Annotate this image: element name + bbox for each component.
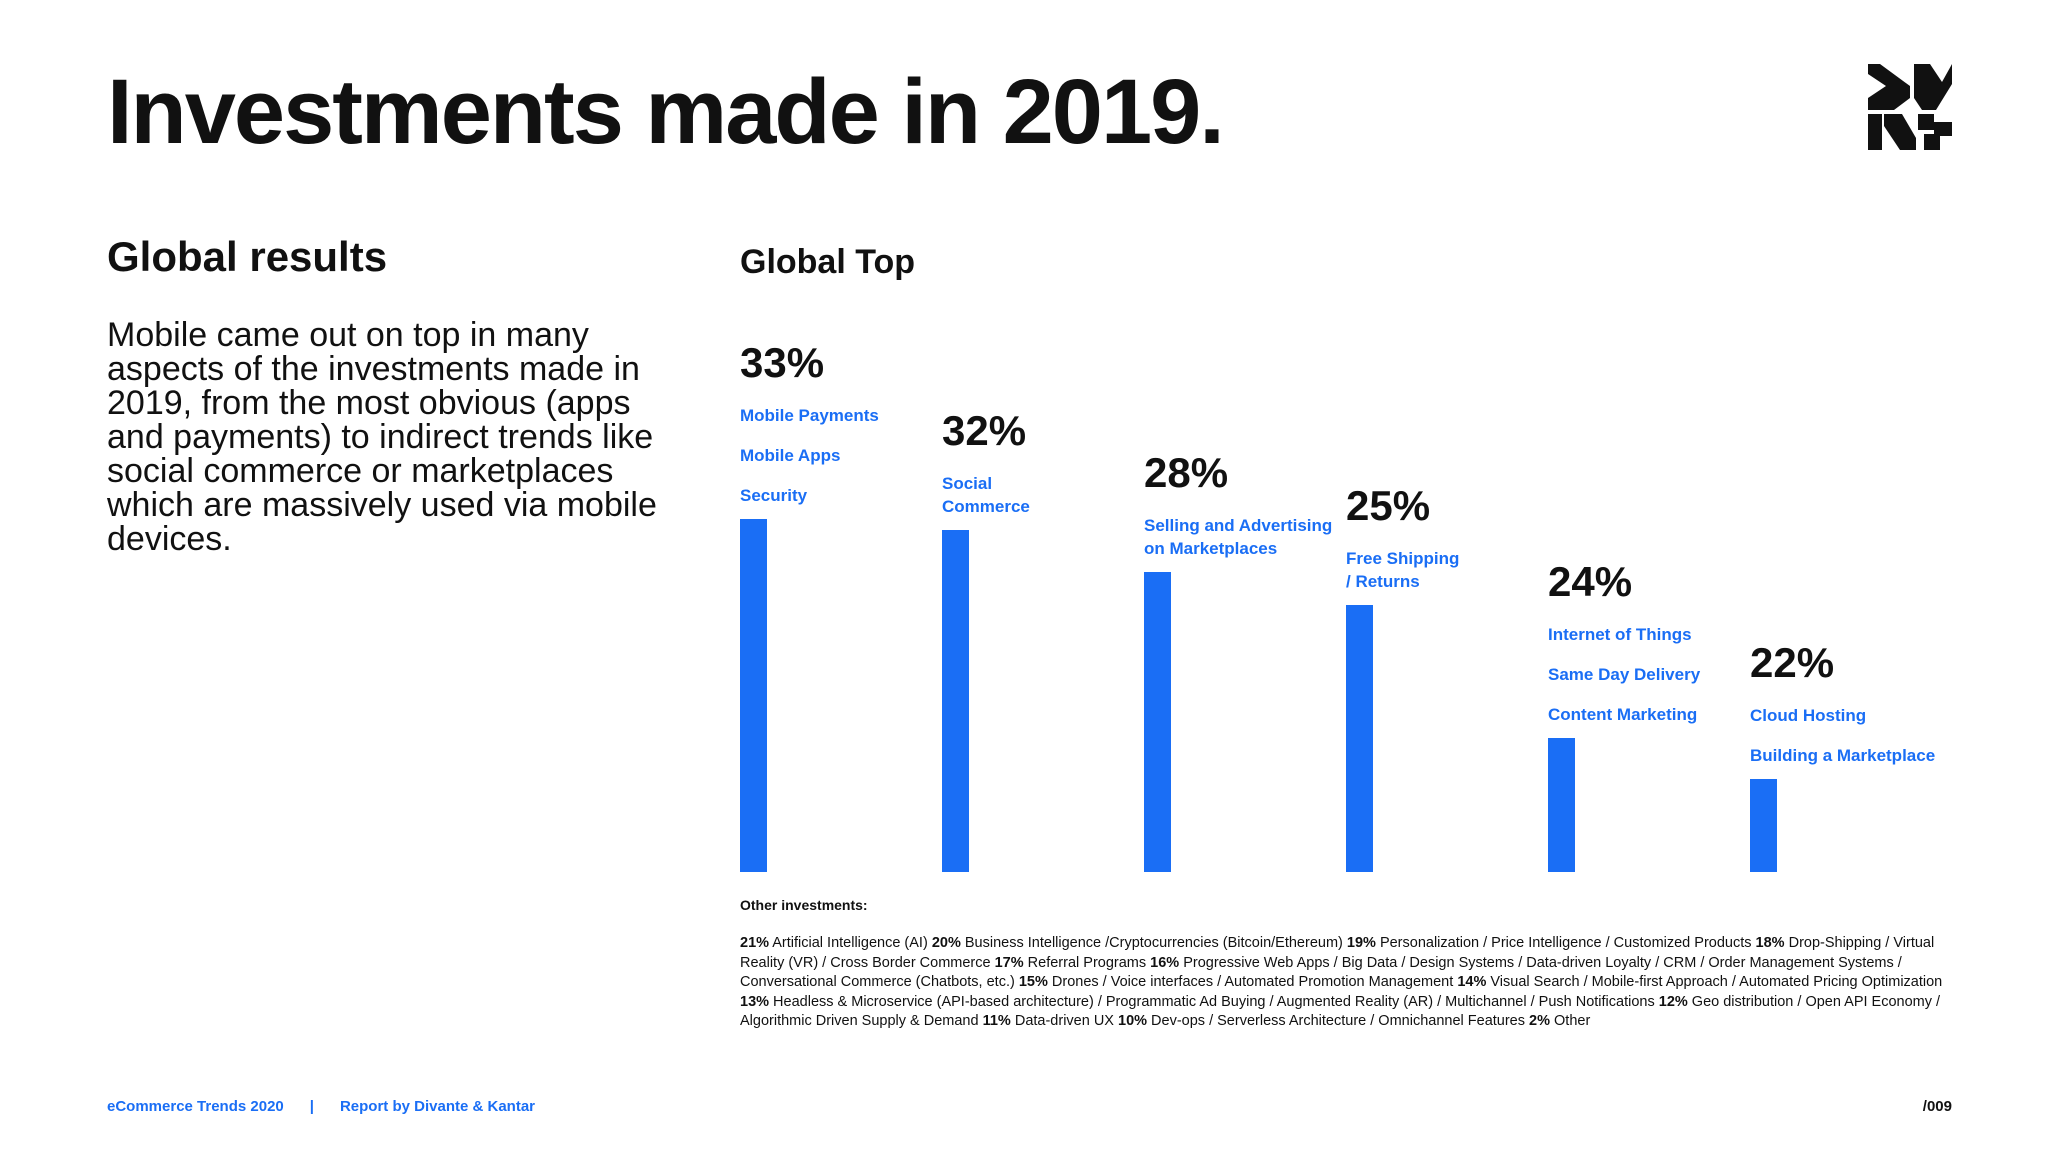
other-investment-item: 14% Visual Search / Mobile-first Approac… — [1457, 974, 1943, 991]
bar-5-category-3: Content Marketing — [1548, 705, 1698, 724]
section-heading: Global results — [107, 233, 388, 280]
other-investment-item: 2% Other — [1529, 1013, 1591, 1030]
other-investment-item: 16% Progressive Web Apps / Big Data / De… — [740, 954, 1902, 991]
intro-paragraph: Mobile came out on top in many aspects o… — [107, 316, 657, 558]
footer-author: Report by Divante & Kantar — [339, 1098, 536, 1115]
other-investments-list: 21% Artificial Intelligence (AI) 20% Bus… — [740, 934, 1960, 1032]
other-investment-item: 13% Headless & Microservice (API-based a… — [740, 993, 1659, 1010]
bar-1-category-1: Mobile Payments — [740, 406, 879, 425]
bar-6-category-1: Cloud Hosting — [1750, 706, 1867, 725]
footer-separator: | — [309, 1098, 314, 1115]
bar-6-category-2: Building a Marketplace — [1750, 746, 1936, 765]
bar-2-category-1: Social Commerce — [942, 474, 1030, 516]
bar-6 — [1750, 779, 1777, 872]
other-investment-item: 20% Business Intelligence /Cryptocurrenc… — [931, 935, 1347, 951]
footer-report-title: eCommerce Trends 2020 — [107, 1098, 284, 1115]
brand-logo-icon — [1868, 64, 1952, 150]
bar-5-category-2: Same Day Delivery — [1548, 665, 1701, 684]
other-investment-item: 19% Personalization / Price Intelligence… — [1346, 935, 1756, 951]
bar-6-value-label: 22% — [1750, 639, 1835, 686]
other-investment-item: 12% Geo distribution / Open API Economy … — [740, 993, 1941, 1030]
other-investments-heading: Other investments: — [740, 897, 868, 913]
bar-4 — [1346, 605, 1373, 872]
bar-3-category-1: Selling and Advertising on Marketplaces — [1144, 516, 1333, 558]
other-investment-item: 11% Data-driven UX — [982, 1013, 1118, 1030]
page-title: Investments made in 2019. — [107, 61, 1225, 163]
bar-5 — [1548, 738, 1575, 872]
bar-3-value-label: 28% — [1144, 449, 1229, 496]
footer-credits: eCommerce Trends 2020 | Report by Divante … — [107, 1098, 535, 1115]
bar-1-category-2: Mobile Apps — [740, 446, 841, 465]
page-number: /009 — [1922, 1098, 1952, 1115]
other-investment-item: 15% Drones / Voice interfaces / Automate… — [1018, 974, 1458, 991]
bar-3 — [1144, 572, 1171, 872]
other-investment-item: 17% Referral Programs — [994, 954, 1151, 971]
other-investment-item: 10% Dev-ops / Serverless Architecture / … — [1118, 1013, 1530, 1030]
bar-1 — [740, 519, 767, 872]
bar-1-value-label: 33% — [740, 339, 825, 386]
other-investment-item: 21% Artificial Intelligence (AI) — [740, 935, 932, 951]
chart-title: Global Top — [740, 243, 916, 281]
bar-5-category-1: Internet of Things — [1548, 625, 1692, 644]
bar-4-value-label: 25% — [1346, 482, 1431, 529]
bar-2 — [942, 530, 969, 872]
bar-4-category-1: Free Shipping / Returns — [1346, 549, 1460, 591]
bar-2-value-label: 32% — [942, 407, 1027, 454]
bar-1-category-3: Security — [740, 486, 808, 505]
bar-5-value-label: 24% — [1548, 558, 1633, 605]
other-investment-item: 18% Drop-Shipping / Virtual Reality (VR)… — [740, 935, 1935, 971]
